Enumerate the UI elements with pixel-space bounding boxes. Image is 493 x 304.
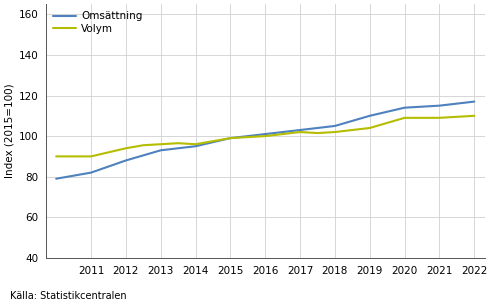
Volym: [280, 132, 285, 136]
Volym: [454, 115, 460, 119]
Omsättning: [280, 130, 285, 134]
Legend: Omsättning, Volym: Omsättning, Volym: [51, 9, 144, 36]
Omsättning: [262, 132, 268, 136]
Omsättning: [70, 174, 76, 178]
Volym: [402, 116, 408, 120]
Omsättning: [123, 159, 129, 162]
Omsättning: [193, 144, 199, 148]
Volym: [123, 147, 129, 150]
Omsättning: [436, 104, 442, 108]
Y-axis label: Index (2015=100): Index (2015=100): [4, 84, 14, 178]
Omsättning: [332, 124, 338, 128]
Volym: [367, 126, 373, 130]
Volym: [158, 142, 164, 146]
Omsättning: [402, 106, 408, 109]
Omsättning: [141, 154, 146, 157]
Volym: [419, 116, 425, 120]
Omsättning: [53, 177, 59, 181]
Omsättning: [350, 119, 355, 123]
Volym: [384, 121, 390, 125]
Omsättning: [227, 136, 233, 140]
Omsättning: [158, 148, 164, 152]
Volym: [436, 116, 442, 120]
Omsättning: [106, 165, 111, 168]
Volym: [297, 130, 303, 134]
Volym: [245, 135, 251, 139]
Omsättning: [210, 140, 216, 144]
Omsättning: [175, 147, 181, 150]
Volym: [210, 139, 216, 143]
Line: Volym: Volym: [56, 116, 474, 156]
Volym: [262, 134, 268, 138]
Text: Källa: Statistikcentralen: Källa: Statistikcentralen: [10, 291, 127, 301]
Volym: [350, 128, 355, 132]
Volym: [88, 154, 94, 158]
Volym: [53, 154, 59, 158]
Volym: [141, 143, 146, 147]
Volym: [227, 136, 233, 140]
Volym: [471, 114, 477, 118]
Volym: [106, 150, 111, 154]
Omsättning: [471, 100, 477, 103]
Omsättning: [297, 128, 303, 132]
Omsättning: [454, 102, 460, 105]
Volym: [175, 141, 181, 145]
Volym: [332, 130, 338, 134]
Omsättning: [245, 134, 251, 138]
Volym: [315, 131, 320, 135]
Omsättning: [367, 114, 373, 118]
Line: Omsättning: Omsättning: [56, 102, 474, 179]
Omsättning: [315, 126, 320, 130]
Omsättning: [419, 105, 425, 109]
Volym: [193, 142, 199, 146]
Omsättning: [384, 110, 390, 114]
Omsättning: [88, 171, 94, 174]
Volym: [70, 154, 76, 158]
